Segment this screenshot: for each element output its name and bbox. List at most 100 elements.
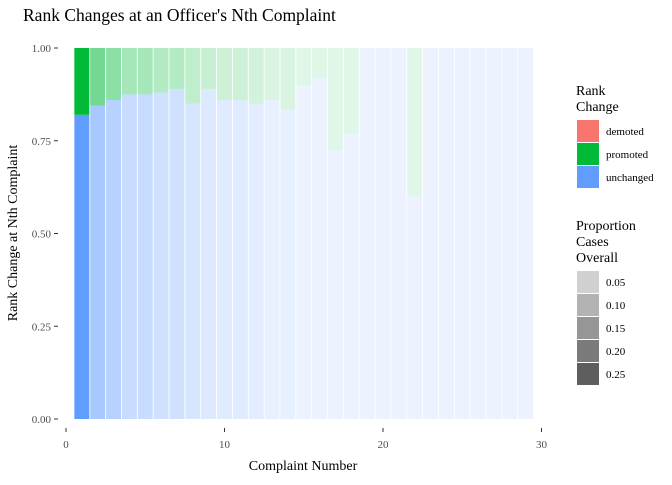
- bar-segment-promoted: [296, 48, 312, 86]
- x-tick-label: 10: [219, 439, 231, 451]
- bar-base: [407, 48, 423, 419]
- bar-segment-unchanged: [470, 48, 486, 419]
- bar-segment-unchanged: [518, 48, 534, 419]
- bar-segment-unchanged: [169, 88, 185, 419]
- bar-base: [296, 48, 312, 419]
- bar-base: [518, 48, 534, 419]
- legend-proportion-title: Proportion: [576, 219, 636, 234]
- y-tick-label: 0.50: [32, 229, 52, 241]
- bar-base: [121, 48, 137, 419]
- bar-segment-unchanged: [217, 99, 232, 419]
- bar-base: [137, 48, 153, 419]
- bar-base: [470, 48, 486, 419]
- legend-rank-title: Change: [576, 100, 619, 115]
- bar-segment-unchanged: [121, 94, 137, 419]
- bar-base: [201, 48, 217, 419]
- bar-segment-promoted: [264, 48, 280, 100]
- bar-base: [185, 48, 201, 419]
- bar-base: [327, 48, 343, 419]
- y-tick-label: 0.00: [32, 414, 52, 426]
- legend-proportion-label: 0.10: [606, 300, 626, 312]
- legend-label-unchanged: unchanged: [606, 172, 654, 184]
- bar-segment-unchanged: [90, 105, 106, 419]
- bar-segment-unchanged: [502, 48, 518, 419]
- bar-segment-unchanged: [201, 88, 217, 419]
- bar-segment-promoted: [201, 48, 217, 89]
- bar-segment-unchanged: [248, 103, 264, 420]
- chart-title: Rank Changes at an Officer's Nth Complai…: [23, 5, 336, 25]
- legend-proportion-swatch: [577, 340, 599, 362]
- bar-base: [359, 48, 375, 419]
- y-axis-label: Rank Change at Nth Complaint: [6, 145, 21, 322]
- bar-base: [486, 48, 502, 419]
- bar-segment-promoted: [121, 48, 137, 95]
- bar-segment-promoted: [343, 48, 359, 134]
- bar-segment-unchanged: [327, 150, 343, 419]
- bar-segment-unchanged: [280, 109, 296, 419]
- bar-base: [375, 48, 391, 419]
- bar-segment-unchanged: [74, 114, 90, 419]
- legend-proportion-swatch: [577, 317, 599, 339]
- bar-base: [264, 48, 280, 419]
- bar-segment-unchanged: [391, 48, 407, 419]
- bar-segment-unchanged: [106, 99, 122, 419]
- bar-segment-promoted: [169, 48, 185, 89]
- axes-layer: 0.00 0.25 0.50 0.75 1.00 0 10 20 30: [32, 43, 548, 451]
- bar-segment-promoted: [232, 48, 248, 100]
- legend-label-promoted: promoted: [606, 149, 649, 161]
- legend-proportion-swatch: [577, 294, 599, 316]
- legend-proportion-label: 0.25: [606, 369, 626, 381]
- bar-base: [502, 48, 518, 419]
- bar-segment-unchanged: [438, 48, 454, 419]
- bar-segment-promoted: [137, 48, 153, 95]
- bar-segment-unchanged: [375, 48, 391, 419]
- legend-proportion-swatch: [577, 271, 599, 293]
- bar-base: [423, 48, 439, 419]
- bar-base: [438, 48, 454, 419]
- bar-segment-unchanged: [343, 133, 359, 419]
- bar-base: [153, 48, 169, 419]
- bar-segment-unchanged: [454, 48, 470, 419]
- legend-proportion-label: 0.15: [606, 323, 626, 335]
- bar-segment-promoted: [153, 48, 169, 93]
- bar-base: [106, 48, 122, 419]
- legend-proportion-title: Cases: [576, 235, 609, 250]
- bar-segment-promoted: [217, 48, 232, 100]
- legend-proportion-label: 0.20: [606, 346, 626, 358]
- bar-segment-unchanged: [137, 94, 153, 419]
- bar-base: [343, 48, 359, 419]
- bar-segment-promoted: [312, 48, 328, 78]
- legend-swatch-promoted: [577, 143, 599, 165]
- bar-segment-promoted: [248, 48, 264, 104]
- bar-segment-unchanged: [407, 196, 423, 419]
- bar-segment-promoted: [74, 48, 90, 115]
- y-tick-label: 0.25: [32, 321, 52, 333]
- legend-proportion-label: 0.05: [606, 277, 626, 289]
- x-tick-label: 0: [63, 439, 69, 451]
- bar-base: [217, 48, 232, 419]
- bar-segment-promoted: [106, 48, 122, 100]
- y-tick-label: 1.00: [32, 43, 52, 55]
- bar-segment-unchanged: [296, 85, 312, 419]
- bar-segment-promoted: [407, 48, 423, 197]
- bar-segment-promoted: [90, 48, 106, 106]
- legend-label-demoted: demoted: [606, 126, 644, 138]
- bar-base: [280, 48, 296, 419]
- bar-segment-unchanged: [264, 99, 280, 419]
- x-axis-label: Complaint Number: [249, 459, 358, 474]
- bar-base: [391, 48, 407, 419]
- legend-rank-title: Rank: [576, 84, 606, 99]
- bar-base: [169, 48, 185, 419]
- bar-segment-unchanged: [359, 48, 375, 419]
- bar-base: [248, 48, 264, 419]
- bars-layer: [74, 48, 534, 420]
- bar-segment-unchanged: [232, 99, 248, 419]
- bar-segment-unchanged: [486, 48, 502, 419]
- bar-segment-promoted: [280, 48, 296, 110]
- bar-segment-promoted: [327, 48, 343, 151]
- legend-proportion-title: Overall: [576, 251, 618, 266]
- bar-segment-unchanged: [185, 103, 201, 420]
